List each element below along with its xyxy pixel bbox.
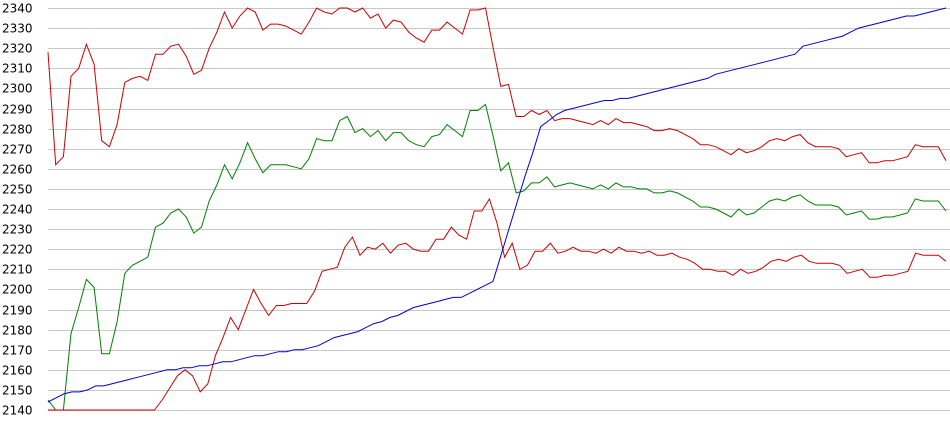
grid xyxy=(48,8,950,411)
y-tick-label: 2300 xyxy=(2,82,33,96)
y-tick-label: 2250 xyxy=(2,183,33,197)
series-line-1 xyxy=(47,7,947,166)
y-tick-label: 2190 xyxy=(2,304,33,318)
y-tick-label: 2280 xyxy=(2,123,33,137)
y-tick-label: 2320 xyxy=(2,42,33,56)
y-tick-label: 2310 xyxy=(2,62,33,76)
y-tick-label: 2140 xyxy=(2,404,33,418)
y-tick-label: 2260 xyxy=(2,163,33,177)
y-tick-label: 2150 xyxy=(2,384,33,398)
y-tick-label: 2240 xyxy=(2,203,33,217)
y-tick-label: 2200 xyxy=(2,283,33,297)
y-tick-label: 2330 xyxy=(2,22,33,36)
series-line-4 xyxy=(47,7,947,403)
y-tick-label: 2180 xyxy=(2,324,33,338)
series-line-3 xyxy=(48,197,947,411)
y-axis-tick-labels: 2140 2150 2160 2170 2180 2190 2200 2210 2220 2230… xyxy=(2,2,33,418)
y-tick-label: 2270 xyxy=(2,143,33,157)
series-line-2 xyxy=(47,103,947,411)
y-tick-label: 2220 xyxy=(2,243,33,257)
y-tick-label: 2230 xyxy=(2,223,33,237)
y-tick-label: 2170 xyxy=(2,344,33,358)
y-tick-label: 2160 xyxy=(2,364,33,378)
y-tick-label: 2340 xyxy=(2,2,33,16)
series-lines xyxy=(47,7,947,411)
y-tick-label: 2290 xyxy=(2,103,33,117)
y-tick-label: 2210 xyxy=(2,263,33,277)
